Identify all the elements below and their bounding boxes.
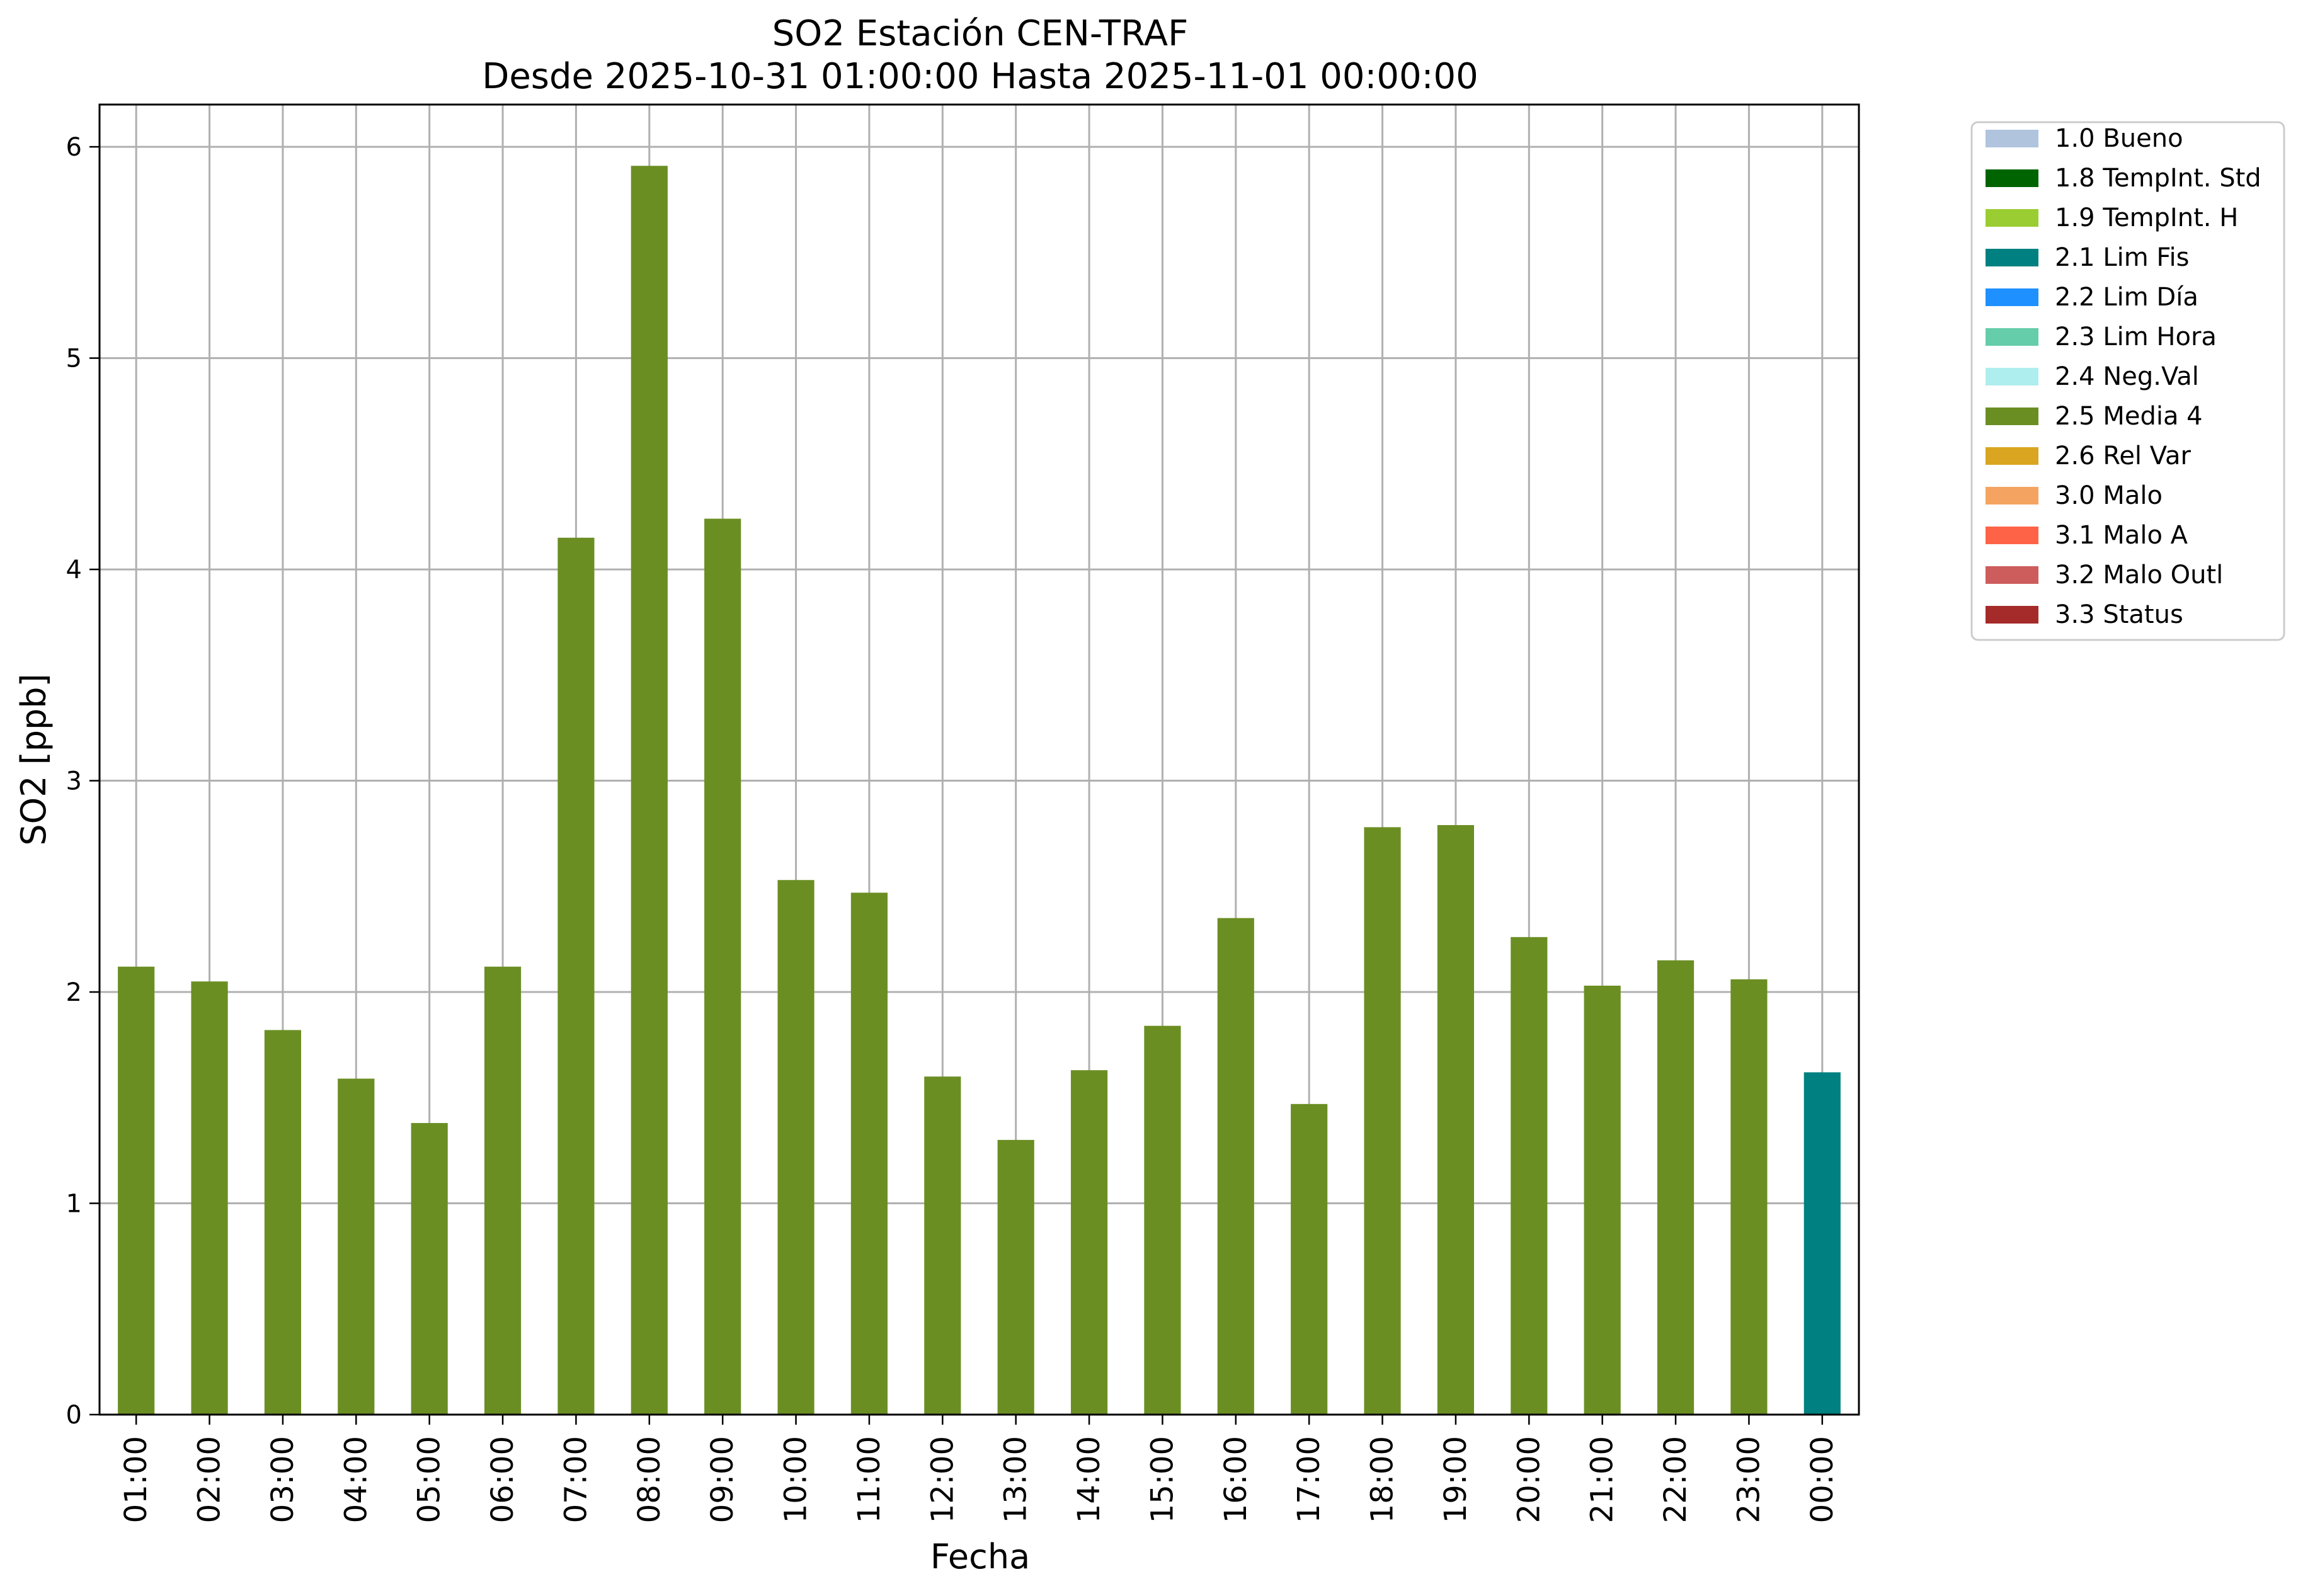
legend-label: 1.9 TempInt. H [2055, 203, 2238, 232]
legend-label: 2.4 Neg.Val [2055, 362, 2199, 391]
legend-swatch [1986, 408, 2038, 425]
bar-0800 [631, 166, 668, 1415]
bar-1400 [1070, 1070, 1108, 1415]
bar-2100 [1584, 985, 1621, 1415]
x-tick-label: 00:00 [1805, 1436, 1840, 1523]
bar-0300 [264, 1030, 302, 1415]
legend-label: 2.1 Lim Fis [2055, 243, 2189, 272]
bar-0700 [557, 537, 595, 1415]
bar-0600 [484, 966, 522, 1415]
legend-swatch [1986, 288, 2038, 306]
y-tick-label: 3 [66, 767, 82, 796]
legend-swatch [1986, 566, 2038, 584]
y-axis-label: SO2 [ppb] [14, 673, 54, 845]
x-tick-label: 22:00 [1658, 1436, 1693, 1523]
legend-swatch [1986, 328, 2038, 346]
bar-0500 [411, 1123, 448, 1415]
x-tick-label: 18:00 [1365, 1436, 1400, 1523]
bar-1200 [924, 1076, 961, 1415]
bar-1300 [997, 1139, 1034, 1415]
x-tick-label: 06:00 [485, 1436, 520, 1523]
x-tick-label: 14:00 [1071, 1436, 1107, 1523]
x-tick-label: 17:00 [1291, 1436, 1327, 1523]
x-tick-label: 16:00 [1218, 1436, 1254, 1523]
y-tick-label: 1 [66, 1190, 82, 1219]
bar-2300 [1730, 979, 1768, 1415]
x-tick-label: 10:00 [779, 1436, 814, 1523]
bar-1900 [1437, 825, 1475, 1415]
x-tick-label: 04:00 [338, 1436, 374, 1523]
legend-swatch [1986, 169, 2038, 187]
x-tick-label: 09:00 [705, 1436, 740, 1523]
legend-swatch [1986, 249, 2038, 266]
legend-label: 2.6 Rel Var [2055, 442, 2192, 470]
bar-0100 [118, 966, 155, 1415]
bar-1700 [1291, 1103, 1328, 1415]
legend-swatch [1986, 209, 2038, 227]
y-tick-label: 6 [66, 133, 82, 162]
bar-0900 [704, 518, 741, 1415]
bar-1800 [1364, 827, 1401, 1415]
legend-swatch [1986, 130, 2038, 147]
x-tick-label: 13:00 [998, 1436, 1034, 1523]
legend-label: 3.3 Status [2055, 600, 2183, 629]
legend-swatch [1986, 527, 2038, 544]
bar-1600 [1217, 918, 1254, 1415]
y-tick-label: 2 [66, 978, 82, 1007]
legend-label: 1.8 TempInt. Std [2055, 164, 2261, 193]
legend-label: 2.3 Lim Hora [2055, 322, 2217, 351]
x-tick-label: 07:00 [558, 1436, 593, 1523]
x-tick-label: 03:00 [265, 1436, 300, 1523]
legend-label: 3.1 Malo A [2055, 521, 2188, 550]
bar-0000 [1803, 1072, 1841, 1415]
x-tick-label: 21:00 [1585, 1436, 1620, 1523]
x-tick-label: 05:00 [412, 1436, 447, 1523]
y-axis-ticks: 0 1 2 3 4 5 6 [66, 133, 100, 1430]
bar-2200 [1657, 960, 1694, 1415]
bar-series [118, 166, 1841, 1415]
chart-subtitle: Desde 2025-10-31 01:00:00 Hasta 2025-11-… [482, 56, 1478, 97]
y-tick-label: 4 [66, 556, 82, 584]
x-tick-label: 15:00 [1145, 1436, 1180, 1523]
x-tick-label: 01:00 [118, 1436, 154, 1523]
legend-frame [1970, 121, 2285, 641]
bar-1500 [1144, 1025, 1181, 1415]
legend-label: 3.0 Malo [2055, 481, 2163, 510]
x-axis-ticks: 01:00 02:00 03:00 04:00 05:00 06:00 07:00 08:00… [118, 1415, 1840, 1523]
y-tick-label: 5 [66, 345, 82, 373]
legend-label: 2.5 Media 4 [2055, 402, 2203, 431]
x-tick-label: 08:00 [632, 1436, 667, 1523]
legend-label: 2.2 Lim Día [2055, 283, 2198, 312]
legend-swatch [1986, 487, 2038, 504]
legend-label: 3.2 Malo Outl [2055, 561, 2223, 590]
legend-swatch [1986, 368, 2038, 385]
y-tick-label: 0 [66, 1401, 82, 1430]
bar-0200 [191, 981, 228, 1415]
x-tick-label: 23:00 [1731, 1436, 1766, 1523]
x-tick-label: 11:00 [852, 1436, 887, 1523]
x-tick-label: 02:00 [192, 1436, 227, 1523]
bar-0400 [338, 1078, 375, 1415]
x-tick-label: 12:00 [925, 1436, 960, 1523]
legend-swatch [1986, 606, 2038, 624]
x-axis-label: Fecha [930, 1537, 1030, 1576]
chart-title: SO2 Estación CEN-TRAF [772, 13, 1189, 54]
x-tick-label: 19:00 [1438, 1436, 1473, 1523]
x-tick-label: 20:00 [1511, 1436, 1546, 1523]
legend-label: 1.0 Bueno [2055, 124, 2183, 153]
bar-1000 [777, 880, 814, 1415]
bar-1100 [850, 892, 888, 1415]
legend-swatch [1986, 447, 2038, 465]
plot-frame [98, 103, 1860, 1416]
bar-2000 [1511, 937, 1548, 1415]
legend: 1.0 Bueno 1.8 TempInt. Std 1.9 TempInt. H 2… [1970, 121, 2285, 641]
